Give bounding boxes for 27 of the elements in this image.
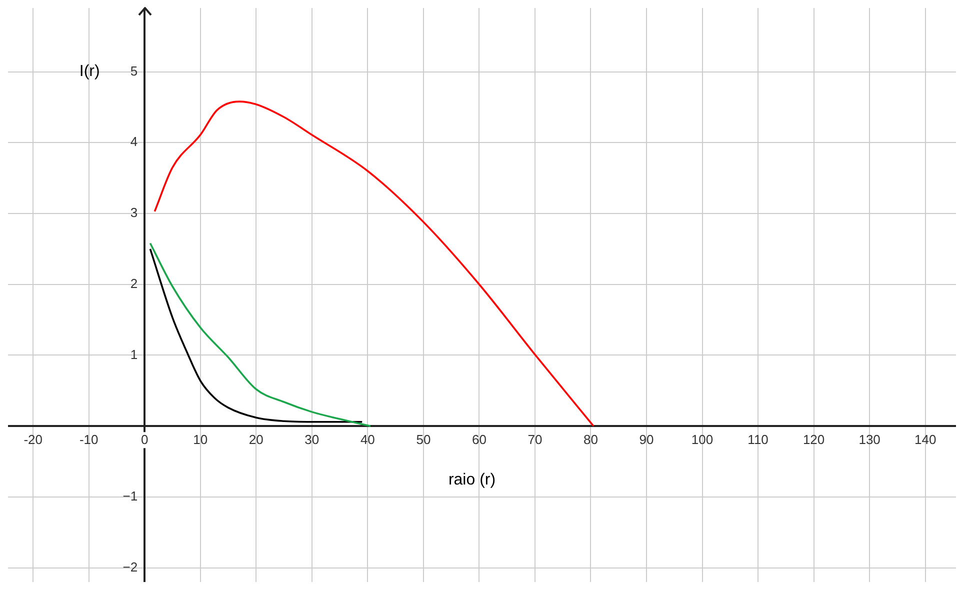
x-tick-label: 70	[528, 432, 542, 448]
x-tick-label: 120	[802, 432, 825, 448]
x-tick-label: 50	[416, 432, 431, 448]
line-series	[154, 100, 594, 427]
x-tick-label: 60	[472, 432, 486, 448]
x-tick-label: 10	[193, 432, 208, 448]
x-tick-label: 100	[691, 432, 714, 448]
y-tick-label: −1	[122, 488, 138, 504]
x-tick-label: -20	[24, 432, 42, 448]
x-axis-title: raio (r)	[448, 472, 496, 489]
x-tick-label: 130	[858, 432, 880, 448]
y-tick-label: 4	[130, 134, 138, 150]
x-tick-label: -10	[79, 432, 98, 448]
x-tick-label: 140	[914, 432, 936, 448]
x-tick-label: 20	[248, 432, 264, 448]
x-tick-label: 0	[141, 432, 148, 448]
y-tick-label: 1	[130, 346, 138, 362]
x-tick-label: 110	[748, 432, 768, 448]
y-tick-label: −2	[122, 559, 138, 574]
y-axis-title: I(r)	[79, 63, 100, 80]
x-tick-label: 90	[639, 432, 654, 448]
x-tick-label: 40	[360, 432, 375, 448]
y-tick-label: 2	[130, 276, 138, 291]
y-tick-label: 3	[130, 205, 138, 220]
y-tick-label: 5	[130, 63, 138, 78]
x-tick-label: 80	[584, 432, 598, 448]
x-tick-label: 30	[304, 432, 320, 448]
